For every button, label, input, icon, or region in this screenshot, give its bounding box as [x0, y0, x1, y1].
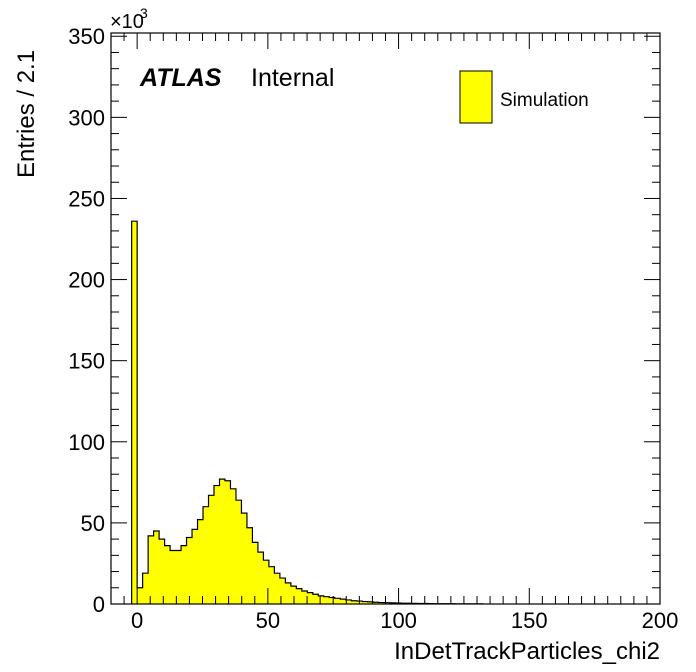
plot-frame	[110, 32, 661, 605]
x-tick-label: 200	[642, 608, 679, 633]
histogram-bin	[230, 488, 237, 604]
x-tick-label: 100	[380, 608, 417, 633]
histogram-bars	[131, 221, 484, 604]
x-axis-title: InDetTrackParticles_chi2	[394, 638, 660, 665]
histogram-bin	[373, 602, 380, 604]
legend-entry-simulation: Simulation	[500, 90, 589, 111]
x-tick-label: 50	[256, 608, 280, 633]
x-axis-tick-labels: 0 50 100 150 200	[131, 608, 678, 633]
histogram-bin	[214, 485, 220, 604]
histogram-bin	[307, 592, 314, 604]
x-tick-label: 150	[511, 608, 548, 633]
histogram-bin	[208, 495, 215, 604]
histogram-bin	[175, 550, 182, 604]
histogram-bin	[252, 542, 259, 604]
legend-swatch	[459, 70, 493, 124]
histogram-bin	[323, 596, 330, 604]
atlas-label: ATLAS	[139, 64, 222, 92]
histogram-bin	[181, 545, 187, 604]
histogram-bin	[378, 602, 385, 604]
histogram-bin	[170, 550, 176, 604]
y-tick-label: 150	[68, 349, 105, 374]
histogram-bin	[197, 519, 204, 604]
y-multiplier-exponent: 3	[140, 5, 148, 21]
histogram-bin	[257, 552, 264, 604]
y-tick-label: 300	[68, 105, 105, 130]
y-axis-ticks	[111, 35, 660, 605]
x-tick-label: 0	[131, 608, 143, 633]
histogram-bin	[203, 506, 209, 604]
histogram-bin	[153, 531, 160, 604]
y-axis-tick-labels: 0 50 100 150 200 250 300 350	[68, 24, 105, 617]
histogram-bin	[219, 479, 226, 604]
histogram-bin	[148, 535, 155, 604]
histogram-bin	[186, 537, 193, 604]
histogram-bin	[274, 573, 281, 604]
histogram-bin	[334, 598, 341, 604]
histogram-bin	[345, 599, 352, 604]
histogram-bin	[351, 600, 358, 604]
histogram-bin	[137, 587, 144, 604]
histogram-bin	[362, 601, 369, 604]
histogram-bin	[290, 586, 297, 604]
histogram-bin	[246, 527, 253, 604]
y-tick-label: 200	[68, 268, 105, 293]
histogram-bin	[235, 500, 242, 604]
histogram-bin	[285, 582, 292, 604]
histogram-bin	[340, 599, 347, 604]
histogram-bin	[241, 513, 248, 604]
histogram-bin	[301, 591, 308, 604]
internal-label: Internal	[251, 64, 334, 92]
histogram-bin	[263, 560, 270, 604]
histogram-bin	[384, 602, 391, 604]
y-tick-label: 250	[68, 186, 105, 211]
histogram-bin	[159, 539, 165, 604]
y-multiplier-base: ×10	[110, 11, 144, 33]
histogram-bin	[131, 221, 138, 604]
y-tick-label: 100	[68, 430, 105, 455]
histogram-bin	[192, 529, 198, 604]
y-axis-title: Entries / 2.1	[13, 50, 40, 178]
histogram-bin	[164, 545, 171, 604]
y-tick-label: 350	[68, 24, 105, 49]
histogram-bin	[312, 594, 319, 604]
y-tick-label: 0	[93, 592, 105, 617]
histogram-bin	[367, 601, 374, 604]
histogram-bin	[142, 573, 149, 604]
histogram-bin	[268, 566, 275, 604]
histogram-bin	[329, 597, 336, 604]
histogram-bin	[318, 595, 325, 604]
histogram-bin	[296, 588, 303, 604]
x-axis-ticks	[110, 33, 661, 604]
histogram-bin	[224, 480, 231, 604]
histogram-bin	[279, 578, 286, 604]
y-tick-label: 50	[81, 511, 105, 536]
